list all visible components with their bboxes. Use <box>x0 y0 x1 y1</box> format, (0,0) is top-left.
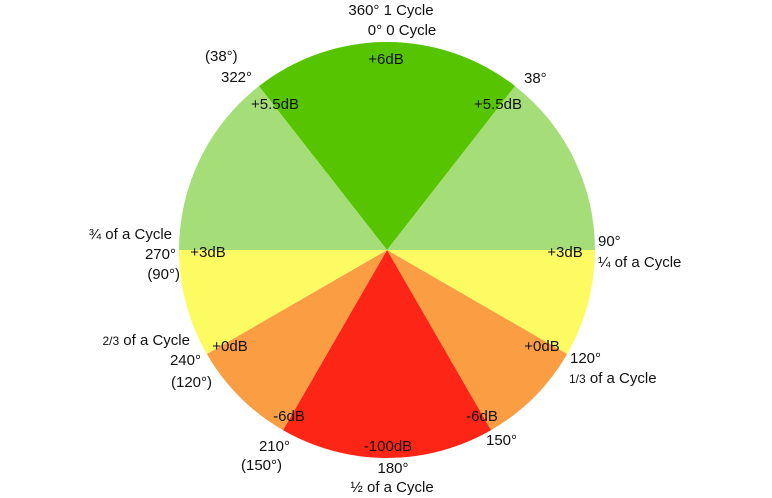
angle-label-240-cycle: 2/3 of a Cycle <box>102 332 190 349</box>
angle-label-322: 322° <box>221 69 252 86</box>
angle-label-270-cycle: ¾ of a Cycle <box>89 226 172 243</box>
sector-top <box>258 41 516 250</box>
db-label-right-5-5: +5.5dB <box>474 96 522 113</box>
db-label-right-3: +3dB <box>547 244 582 261</box>
angle-label-180-cycle: ½ of a Cycle <box>350 479 433 496</box>
angle-label-120-cycle-text: of a Cycle <box>586 370 657 387</box>
sector-lower-right-yellow <box>387 250 595 354</box>
sector-upper-left <box>179 86 387 250</box>
angle-label-top-line1: 360° 1 Cycle <box>348 2 433 19</box>
angle-label-120-cycle: 1/3 of a Cycle <box>569 370 657 387</box>
angle-label-322-paren: (38°) <box>205 48 238 65</box>
angle-label-180: 180° <box>377 460 408 477</box>
angle-label-270: 270° <box>145 246 176 263</box>
sector-bottom <box>283 250 491 458</box>
angle-label-240-cycle-frac: 2/3 <box>102 334 119 348</box>
sector-upper-right <box>387 86 595 250</box>
angle-label-240-paren: (120°) <box>171 374 212 391</box>
db-label-left-3: +3dB <box>190 244 225 261</box>
db-label-left-minus-6: -6dB <box>273 408 305 425</box>
angle-label-120: 120° <box>570 350 601 367</box>
angle-label-150: 150° <box>486 432 517 449</box>
db-label-right-minus-6: -6dB <box>466 408 498 425</box>
angle-label-120-cycle-frac: 1/3 <box>569 372 586 386</box>
angle-label-38: 38° <box>524 70 547 87</box>
angle-label-top-line2: 0° 0 Cycle <box>368 22 437 39</box>
db-label-left-5-5: +5.5dB <box>251 96 299 113</box>
angle-label-90: 90° <box>598 233 621 250</box>
angle-label-270-paren: (90°) <box>147 266 180 283</box>
db-label-bottom: -100dB <box>364 438 412 455</box>
db-label-left-0: +0dB <box>212 338 247 355</box>
db-label-top: +6dB <box>368 51 403 68</box>
sector-lower-left-yellow <box>179 250 387 354</box>
db-label-right-0: +0dB <box>524 338 559 355</box>
sector-lower-left-orange <box>206 250 387 431</box>
angle-label-90-cycle: ¼ of a Cycle <box>598 254 681 271</box>
angle-label-240: 240° <box>170 352 201 369</box>
angle-label-240-cycle-text: of a Cycle <box>119 332 190 349</box>
sector-group <box>179 41 595 458</box>
angle-label-210: 210° <box>259 438 290 455</box>
sector-lower-right-orange <box>387 250 568 431</box>
angle-label-210-paren: (150°) <box>241 457 282 474</box>
